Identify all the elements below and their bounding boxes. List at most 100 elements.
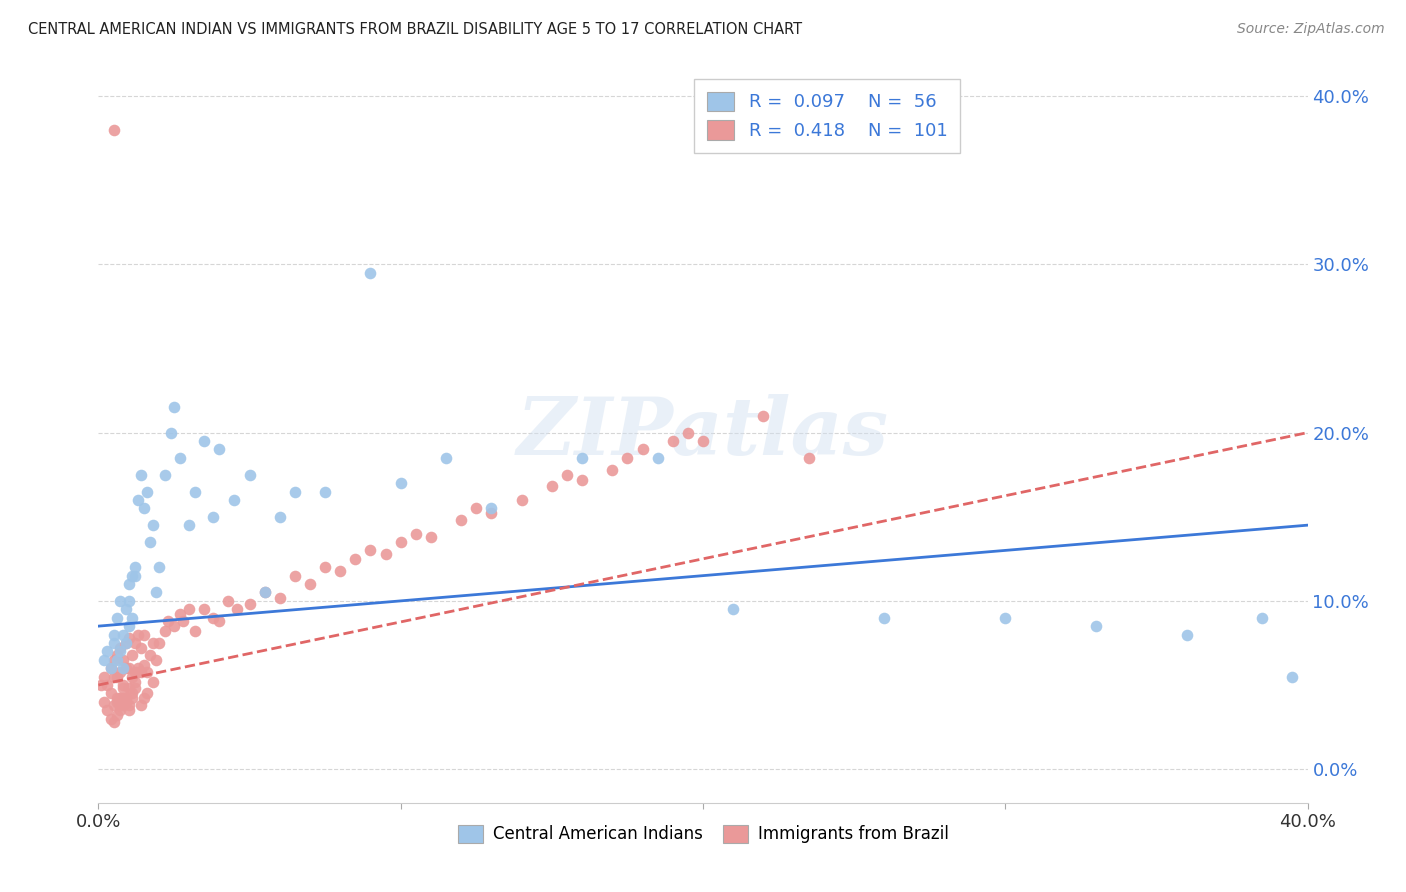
Text: CENTRAL AMERICAN INDIAN VS IMMIGRANTS FROM BRAZIL DISABILITY AGE 5 TO 17 CORRELA: CENTRAL AMERICAN INDIAN VS IMMIGRANTS FR…: [28, 22, 803, 37]
Point: [103, 698, 125, 713]
Point: [127, 492, 149, 507]
Point: [108, 644, 131, 658]
Point: [360, 543, 382, 558]
Point: [111, 627, 134, 641]
Point: [114, 695, 136, 709]
Point: [124, 568, 146, 582]
Point: [118, 661, 141, 675]
Point: [121, 670, 143, 684]
Point: [284, 484, 307, 499]
Point: [121, 691, 143, 706]
Point: [103, 122, 125, 136]
Point: [450, 513, 472, 527]
Point: [132, 691, 155, 706]
Point: [121, 686, 143, 700]
Point: [344, 551, 367, 566]
Point: [121, 568, 143, 582]
Point: [132, 657, 155, 672]
Point: [135, 484, 157, 499]
Point: [118, 577, 141, 591]
Point: [105, 708, 128, 723]
Point: [108, 665, 131, 679]
Point: [124, 560, 146, 574]
Point: [752, 409, 775, 423]
Point: [184, 484, 207, 499]
Point: [208, 442, 231, 457]
Point: [96, 678, 118, 692]
Point: [114, 636, 136, 650]
Point: [405, 526, 427, 541]
Point: [121, 648, 143, 662]
Point: [193, 434, 215, 448]
Point: [179, 518, 201, 533]
Point: [93, 695, 115, 709]
Point: [108, 698, 131, 713]
Point: [314, 484, 336, 499]
Point: [118, 698, 141, 713]
Point: [145, 653, 167, 667]
Point: [108, 703, 131, 717]
Point: [145, 585, 167, 599]
Point: [103, 636, 125, 650]
Point: [129, 698, 152, 713]
Point: [124, 636, 146, 650]
Point: [179, 602, 201, 616]
Point: [96, 703, 118, 717]
Point: [118, 681, 141, 696]
Point: [118, 703, 141, 717]
Point: [142, 636, 165, 650]
Point: [571, 473, 593, 487]
Point: [111, 698, 134, 713]
Point: [103, 670, 125, 684]
Point: [253, 585, 276, 599]
Point: [202, 509, 225, 524]
Point: [163, 619, 186, 633]
Point: [797, 450, 820, 465]
Point: [420, 530, 443, 544]
Point: [873, 610, 896, 624]
Point: [389, 535, 412, 549]
Point: [253, 585, 276, 599]
Point: [269, 509, 291, 524]
Point: [121, 610, 143, 624]
Point: [93, 670, 115, 684]
Text: ZIPatlas: ZIPatlas: [517, 394, 889, 471]
Point: [105, 648, 128, 662]
Point: [105, 691, 128, 706]
Point: [226, 602, 249, 616]
Point: [142, 674, 165, 689]
Point: [153, 624, 176, 639]
Point: [111, 681, 134, 696]
Point: [994, 610, 1017, 624]
Point: [114, 636, 136, 650]
Point: [239, 467, 262, 482]
Point: [118, 631, 141, 645]
Point: [124, 681, 146, 696]
Point: [616, 450, 638, 465]
Point: [647, 450, 669, 465]
Point: [100, 661, 122, 675]
Point: [169, 450, 191, 465]
Point: [105, 610, 128, 624]
Point: [132, 627, 155, 641]
Point: [127, 661, 149, 675]
Point: [163, 401, 186, 415]
Point: [105, 670, 128, 684]
Point: [127, 627, 149, 641]
Point: [108, 691, 131, 706]
Point: [124, 674, 146, 689]
Point: [481, 507, 503, 521]
Point: [389, 476, 412, 491]
Point: [111, 653, 134, 667]
Point: [118, 619, 141, 633]
Point: [172, 614, 194, 628]
Legend: Central American Indians, Immigrants from Brazil: Central American Indians, Immigrants fro…: [451, 818, 955, 850]
Point: [135, 686, 157, 700]
Text: Source: ZipAtlas.com: Source: ZipAtlas.com: [1237, 22, 1385, 37]
Point: [135, 665, 157, 679]
Point: [329, 564, 352, 578]
Point: [169, 607, 191, 622]
Point: [111, 661, 134, 675]
Point: [93, 653, 115, 667]
Point: [111, 691, 134, 706]
